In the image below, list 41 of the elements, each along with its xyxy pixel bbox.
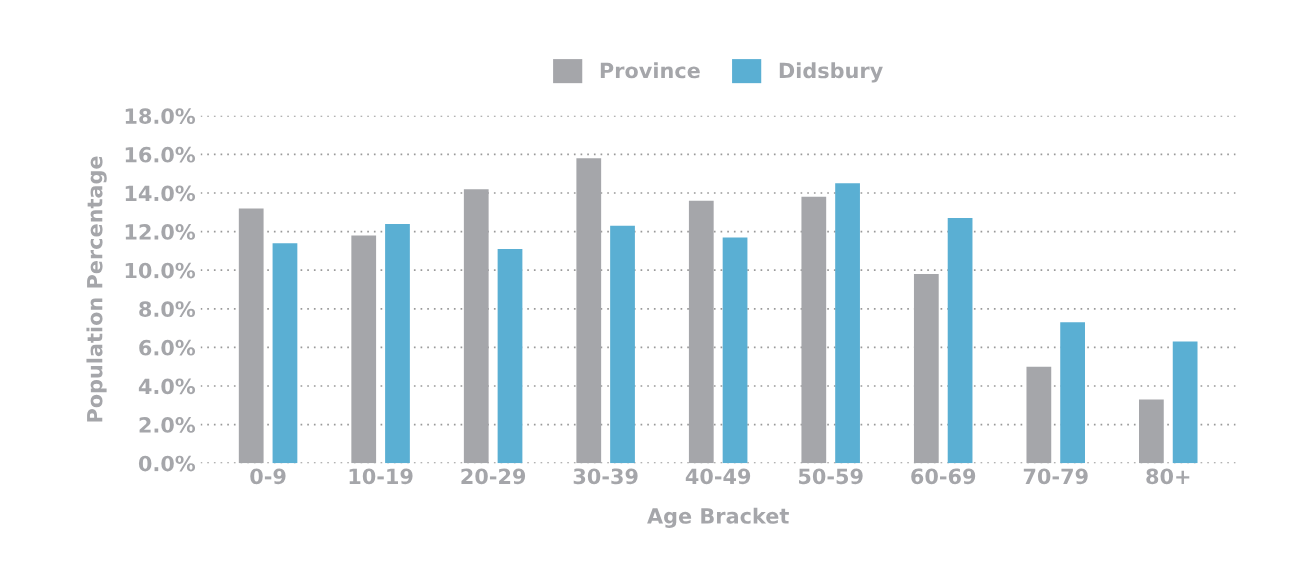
y-tick-label: 10.0% (125, 262, 196, 279)
x-tick-label: 80+ (1146, 468, 1190, 485)
bar (497, 248, 523, 464)
bar (576, 158, 602, 464)
x-tick-label: 70-79 (1023, 468, 1088, 485)
y-tick-label: 4.0% (138, 378, 196, 395)
bar (610, 225, 635, 464)
legend-label: Province (600, 62, 700, 79)
bar (351, 235, 377, 464)
bar (801, 196, 827, 464)
x-tick-label: 30-39 (573, 468, 638, 485)
y-tick-label: 12.0% (125, 224, 196, 240)
y-tick-label: 18.0% (125, 108, 196, 125)
x-tick-label: 40-49 (685, 468, 751, 485)
y-axis-title: Population Percentage (86, 156, 107, 422)
y-tick-label: 6.0% (139, 339, 196, 356)
bar (272, 243, 298, 464)
x-tick-label: 0-9 (250, 468, 286, 485)
x-axis-title: Age Bracket (647, 507, 789, 528)
y-tick-label: 8.0% (139, 301, 196, 318)
bar (722, 237, 748, 464)
bar (238, 208, 264, 464)
bar (463, 189, 489, 464)
x-tick-label: 50-59 (798, 468, 863, 485)
bar (688, 200, 714, 464)
bar (947, 218, 973, 464)
bar (1139, 399, 1164, 464)
bar (1172, 341, 1198, 464)
legend-label: Didsbury (779, 62, 883, 83)
bar (385, 223, 410, 464)
bar (1026, 366, 1052, 464)
bar (1060, 322, 1085, 464)
y-tick-label: 16.0% (125, 146, 196, 163)
x-tick-label: 10-19 (349, 468, 413, 485)
y-tick-label: 2.0% (139, 417, 196, 433)
y-tick-label: 14.0% (125, 185, 196, 202)
y-tick-label: 0.0% (138, 455, 196, 472)
x-tick-label: 20-29 (461, 468, 526, 485)
x-tick-label: 60-69 (911, 468, 976, 485)
bar (913, 274, 939, 464)
bar (835, 183, 860, 464)
